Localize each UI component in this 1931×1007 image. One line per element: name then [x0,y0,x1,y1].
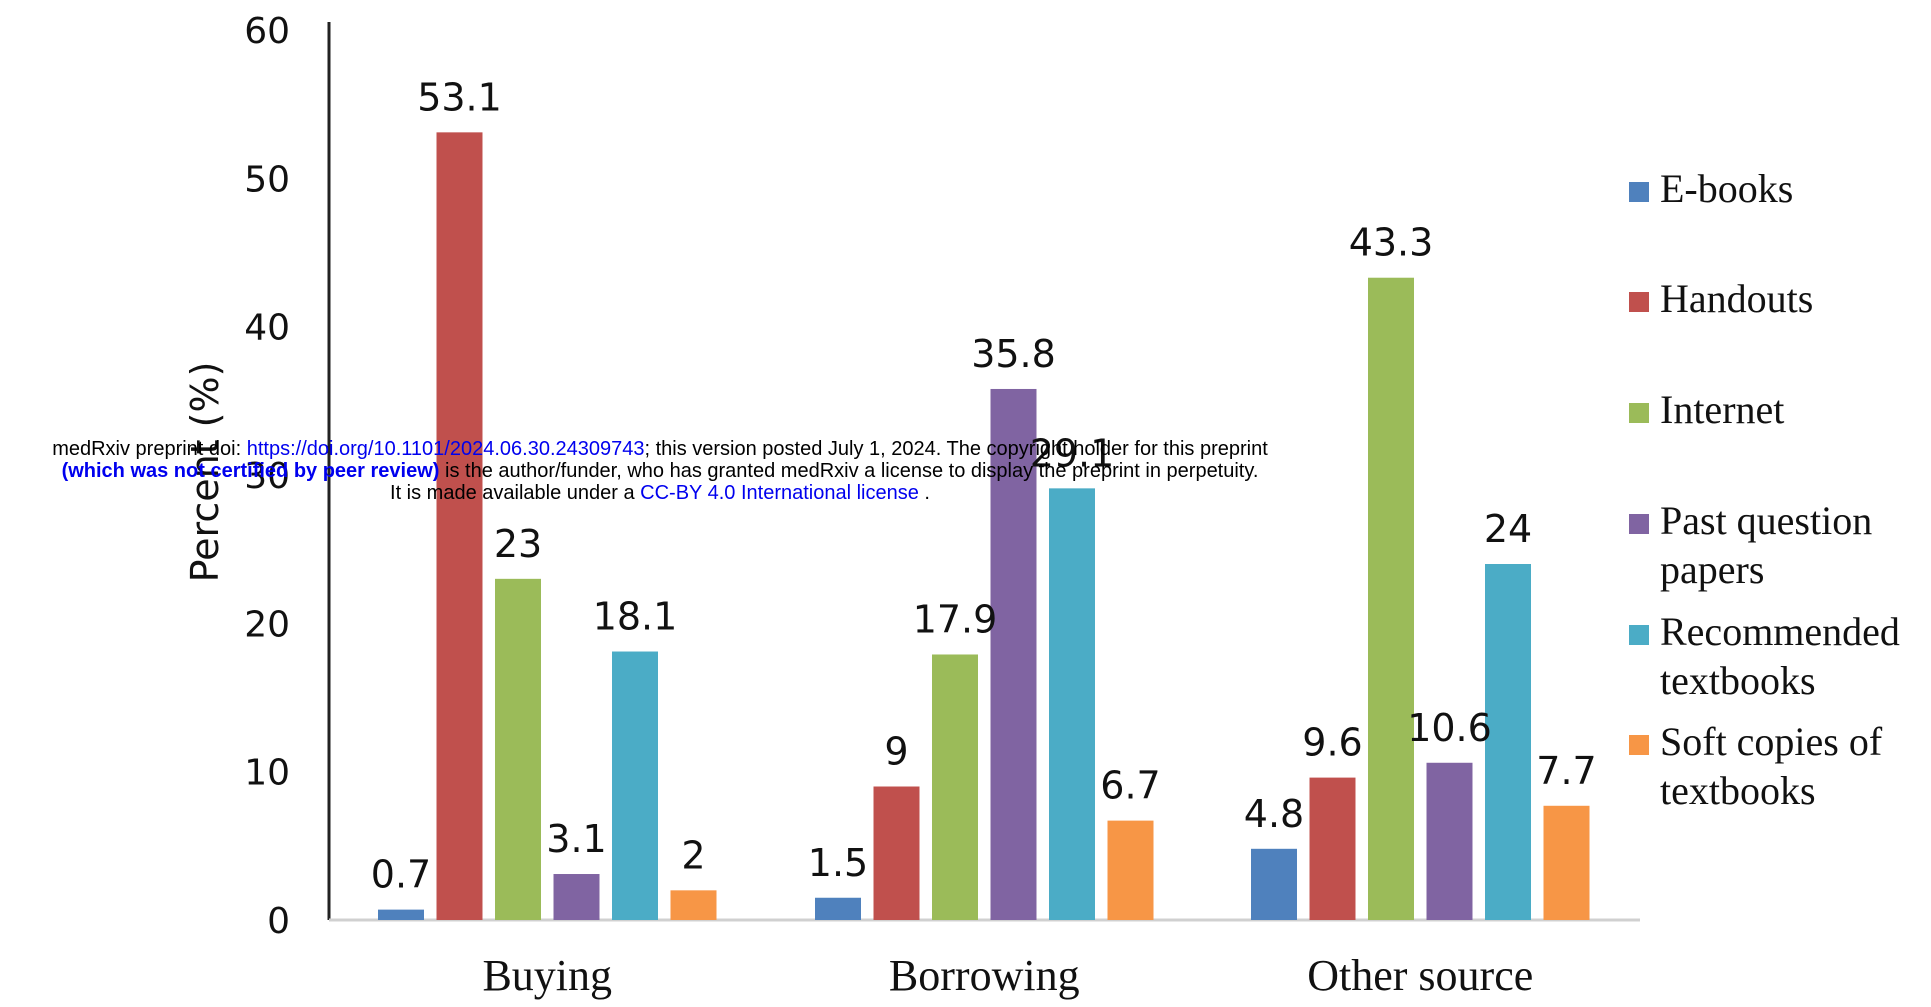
bar-handouts-borrowing [873,786,920,920]
data-label: 18.1 [593,595,678,639]
y-tick-label: 40 [244,308,290,349]
y-tick-label: 20 [244,604,290,645]
y-tick-label: 30 [244,456,290,497]
license-link[interactable]: CC-BY 4.0 International license [640,482,919,504]
y-tick-labels: 0 10 20 30 40 50 60 [244,11,290,942]
y-tick-label: 60 [244,11,290,52]
legend-entry-text: E-books [1660,166,1793,211]
bar-past-question-papers-other-source [1426,762,1473,920]
doi-link[interactable]: https://doi.org/10.1101/2024.06.30.24309… [246,438,645,460]
data-label: 10.6 [1407,706,1492,750]
data-label: 17.9 [913,597,998,641]
bar-handouts-buying [436,132,483,921]
data-label: 0.7 [371,853,431,897]
bar-past-question-papers-borrowing [990,388,1037,920]
category-label: Other source [1307,951,1533,1000]
preprint-watermark: medRxiv preprint doi: https://doi.org/10… [0,438,1320,504]
bar-soft-copies-of-textbooks-borrowing [1107,820,1154,920]
data-label: 29.1 [1030,431,1115,475]
legend-swatch [1629,403,1649,423]
bar-recommended-textbooks-buying [612,651,658,920]
legend-entry-text: Soft copies of [1660,719,1883,764]
data-label: 43.3 [1349,221,1434,265]
data-label: 53.1 [417,75,502,119]
data-label: 6.7 [1100,764,1160,808]
bar-internet-buying [495,578,541,920]
watermark-text: . [918,482,930,504]
bar-recommended-textbooks-other-source [1485,564,1531,920]
legend-swatch [1629,292,1649,312]
bar-past-question-papers-buying [553,874,600,920]
data-label: 35.8 [971,332,1056,376]
legend-entry-text: Recommended [1660,609,1900,654]
bar-soft-copies-of-textbooks-other-source [1543,805,1590,920]
peer-review-note: (which was not certified by peer review) [61,460,440,482]
bar-internet-borrowing [932,654,978,920]
watermark-text: ; this version posted July 1, 2024. The … [644,438,1268,460]
bar-e-books-buying [378,909,424,920]
data-labels: 0.7 53.1 23 3.1 18.1 2 1.5 9 17.9 35.8 29.1 6.7 4.8 9… [371,75,1597,896]
legend-swatch [1629,514,1649,534]
legend-entry-text: textbooks [1660,768,1816,813]
legend-entry-text: textbooks [1660,658,1816,703]
category-label: Borrowing [889,951,1080,1000]
watermark-text: medRxiv preprint doi: [52,438,247,460]
data-label: 9.6 [1302,721,1362,765]
legend-swatch [1629,735,1649,755]
legend-entry-text: papers [1660,547,1764,592]
data-label: 1.5 [808,841,868,885]
watermark-line-1: medRxiv preprint doi: https://doi.org/10… [0,438,1320,460]
data-label: 2 [681,833,705,877]
data-label: 24 [1484,507,1532,551]
legend-entry-text: Past question [1660,498,1872,543]
data-label: 9 [884,730,908,774]
data-label: 4.8 [1244,792,1304,836]
bar-recommended-textbooks-borrowing [1049,488,1095,920]
axes [327,22,1640,922]
bar-internet-other-source [1368,277,1414,920]
data-label: 7.7 [1536,749,1596,793]
legend-entry-text: Internet [1660,387,1784,432]
y-tick-label: 10 [244,753,290,794]
y-tick-label: 50 [244,159,290,200]
category-labels: Buying Borrowing Other source [482,951,1533,1000]
bar-soft-copies-of-textbooks-buying [670,890,717,920]
bars [378,132,1590,921]
watermark-text: It is made available under a [390,482,641,504]
data-label: 23 [494,522,542,566]
bar-e-books-other-source [1251,848,1297,920]
watermark-line-2: (which was not certified by peer review)… [0,460,1320,482]
y-axis-title: Percent (%) [183,362,227,583]
category-label: Buying [482,951,612,1000]
legend-swatch [1629,625,1649,645]
data-label: 3.1 [546,817,606,861]
bar-handouts-other-source [1309,777,1356,920]
bar-e-books-borrowing [815,897,861,920]
legend: E-books Handouts Internet Past questionpape… [1629,166,1900,813]
watermark-text: is the author/funder, who has granted me… [439,460,1259,482]
y-tick-label: 0 [267,901,290,942]
watermark-line-3: It is made available under a CC-BY 4.0 I… [0,482,1320,504]
legend-swatch [1629,182,1649,202]
legend-entry-text: Handouts [1660,276,1813,321]
